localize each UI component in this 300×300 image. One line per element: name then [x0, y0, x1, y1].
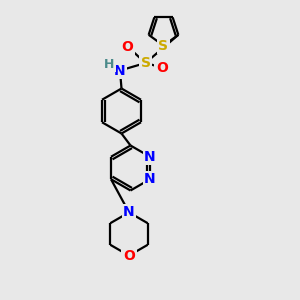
Text: O: O	[156, 61, 168, 74]
Text: O: O	[123, 249, 135, 262]
Text: N: N	[144, 172, 156, 186]
Text: H: H	[115, 64, 125, 77]
Text: O: O	[122, 40, 134, 53]
Text: H: H	[104, 58, 115, 71]
Text: S: S	[140, 56, 151, 70]
Text: N: N	[123, 206, 135, 219]
Text: S: S	[158, 39, 169, 52]
Text: N: N	[144, 150, 156, 164]
Text: N: N	[114, 64, 126, 77]
